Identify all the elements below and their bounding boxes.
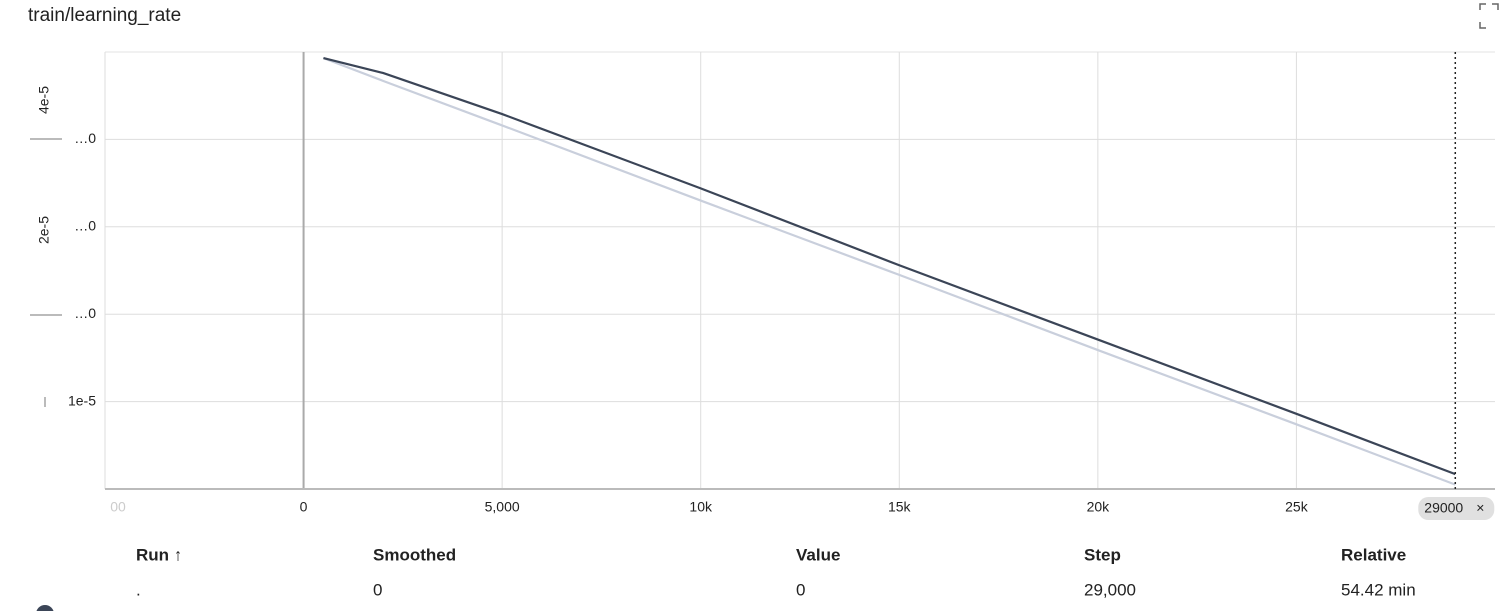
table-cell: . xyxy=(136,580,141,599)
table-header: Relative xyxy=(1341,545,1406,564)
series-line xyxy=(323,57,1456,486)
y-tick-label: 1e-5 xyxy=(68,392,96,408)
table-cell: 54.42 min xyxy=(1341,580,1416,599)
x-tick-label: 10k xyxy=(689,499,713,515)
table-cell: 29,000 xyxy=(1084,580,1136,599)
table-cell: 0 xyxy=(796,580,805,599)
hover-step-label: 29000 xyxy=(1424,500,1463,516)
table-header: Smoothed xyxy=(373,545,456,564)
y-tick-label: …0 xyxy=(74,130,96,146)
x-tick-label: 15k xyxy=(888,499,912,515)
run-color-dot[interactable] xyxy=(36,605,54,616)
x-tick-label: 20k xyxy=(1087,499,1111,515)
y-axis-rotated-label: 4e-5 xyxy=(36,86,52,114)
y-tick-label: …0 xyxy=(74,305,96,321)
fullscreen-icon[interactable] xyxy=(1479,3,1499,29)
table-header[interactable]: Run ↑ xyxy=(136,545,182,564)
y-axis-rotated-label: 2e-5 xyxy=(36,216,52,244)
hover-close[interactable]: × xyxy=(1476,500,1484,516)
x-tick-label: 0 xyxy=(300,499,308,515)
table-header: Step xyxy=(1084,545,1121,564)
y-tick-label: …0 xyxy=(74,218,96,234)
table-cell: 0 xyxy=(373,580,382,599)
hover-chip xyxy=(1418,497,1495,520)
x-tick-label: 25k xyxy=(1285,499,1309,515)
x-tick-label: 00 xyxy=(110,499,126,515)
x-tick-label: 5,000 xyxy=(485,499,520,515)
table-header: Value xyxy=(796,545,840,564)
chart-title: train/learning_rate xyxy=(28,5,181,26)
series-line xyxy=(323,57,1456,476)
